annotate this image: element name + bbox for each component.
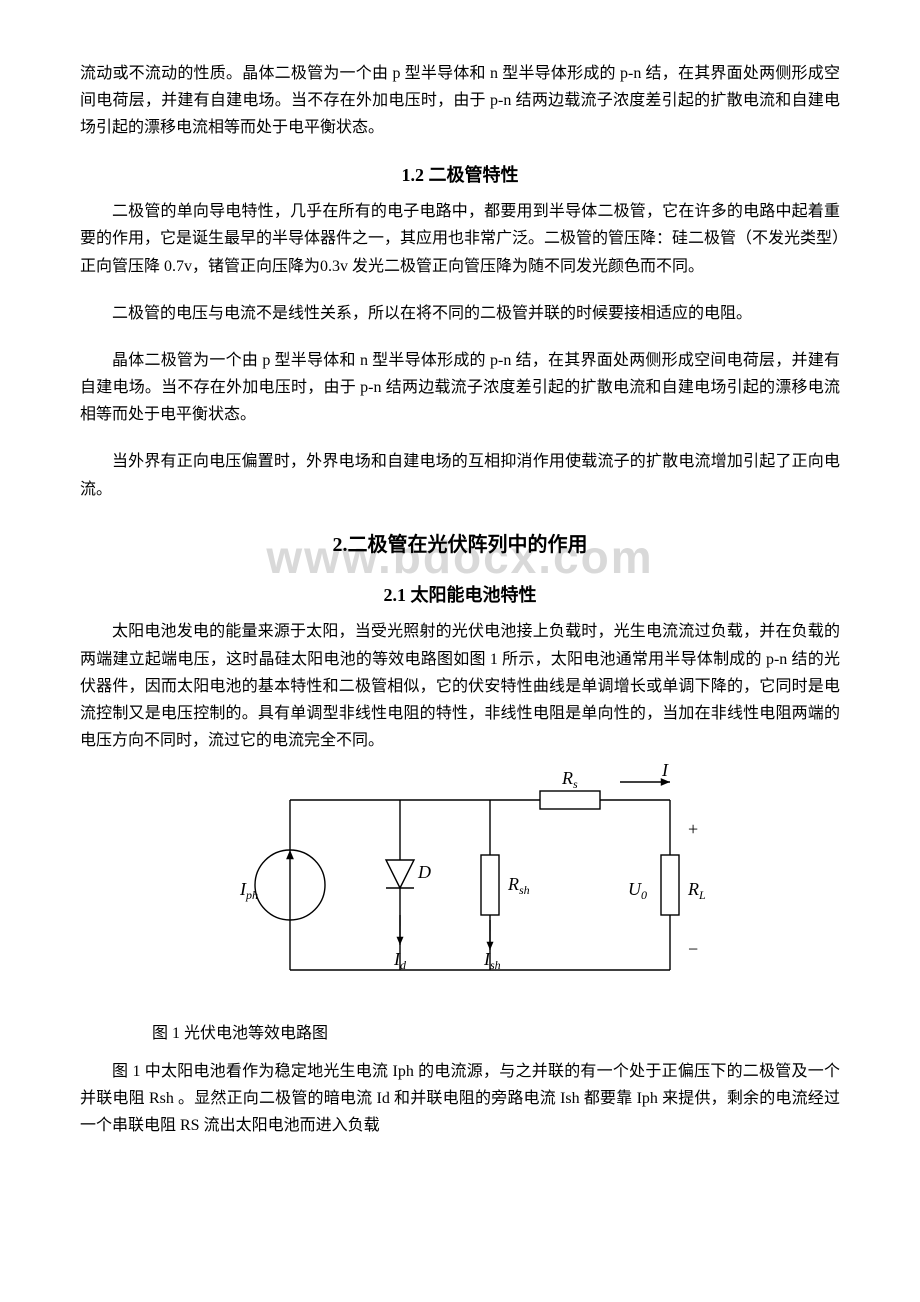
svg-text:Rs: Rs (561, 768, 578, 791)
heading-2-1: 2.1 太阳能电池特性 (80, 580, 840, 611)
body-text: 二极管的单向导电特性，几乎在所有的电子电路中，都要用到半导体二极管，它在许多的电… (80, 198, 840, 280)
svg-text:+: + (688, 819, 698, 839)
body-text: 太阳电池发电的能量来源于太阳，当受光照射的光伏电池接上负载时，光生电流流过负载，… (80, 618, 840, 754)
body-text: 二极管的电压与电流不是线性关系，所以在将不同的二极管并联的时候要接相适应的电阻。 (80, 300, 840, 327)
body-text: 当外界有正向电压偏置时，外界电场和自建电场的互相抑消作用使载流子的扩散电流增加引… (80, 448, 840, 502)
svg-text:RL: RL (687, 879, 706, 902)
body-text: 流动或不流动的性质。晶体二极管为一个由 p 型半导体和 n 型半导体形成的 p-… (80, 60, 840, 142)
svg-text:D: D (417, 862, 431, 882)
svg-text:−: − (688, 939, 698, 959)
figure-caption: 图 1 光伏电池等效电路图 (120, 1020, 840, 1047)
heading-2: 2.二极管在光伏阵列中的作用 (80, 528, 840, 562)
heading-1-2: 1.2 二极管特性 (80, 160, 840, 191)
body-text: 图 1 中太阳电池看作为稳定地光生电流 Iph 的电流源，与之并联的有一个处于正… (80, 1058, 840, 1140)
svg-text:Ish: Ish (483, 949, 501, 972)
body-text: 晶体二极管为一个由 p 型半导体和 n 型半导体形成的 p-n 结，在其界面处两… (80, 347, 840, 429)
svg-text:I: I (661, 760, 669, 780)
svg-text:Rsh: Rsh (507, 874, 530, 897)
svg-text:U0: U0 (628, 879, 647, 902)
circuit-diagram: +−IphDIdRshIshRsIU0RL (200, 760, 720, 1010)
